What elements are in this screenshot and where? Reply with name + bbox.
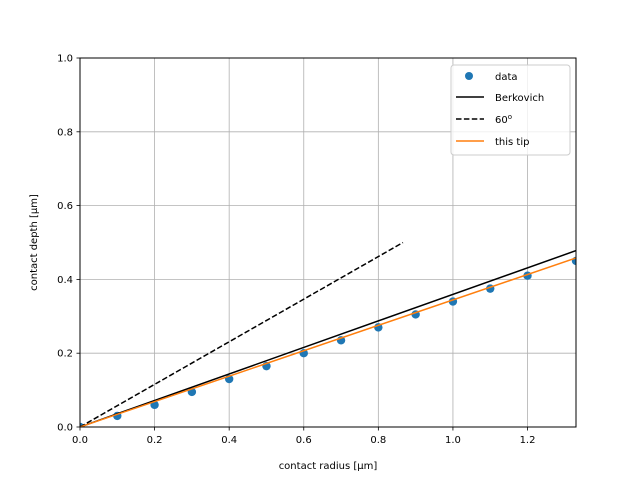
legend-label-berkovich: Berkovich — [495, 93, 544, 104]
series-line-this-tip — [80, 257, 576, 427]
x-tick-label: 0.8 — [370, 435, 386, 446]
series-line-berkovich — [80, 249, 576, 427]
data-points — [80, 241, 576, 427]
x-tick-label: 1.0 — [445, 435, 461, 446]
y-tick-label: 0.4 — [57, 275, 73, 286]
x-axis-label: contact radius [µm] — [279, 461, 378, 472]
x-tick-label: 0.2 — [147, 435, 163, 446]
plot-frame — [79, 57, 577, 428]
ticks: 0.0 0.2 0.4 0.6 0.8 1.0 1.2 0.0 0.2 0.4 0.6 0.8 1.0 — [57, 54, 535, 447]
x-tick-label: 0.0 — [72, 435, 88, 446]
legend-label-60-superscript: o — [508, 113, 512, 121]
legend-label-60: 60o — [495, 113, 512, 126]
y-axis-label: contact depth [µm] — [29, 194, 40, 291]
y-tick-label: 0.2 — [57, 349, 73, 360]
x-tick-label: 0.4 — [221, 435, 237, 446]
y-tick-label: 1.0 — [57, 54, 73, 65]
series-line-60 — [80, 241, 404, 427]
x-tick-label: 1.2 — [520, 435, 536, 446]
legend-box — [450, 64, 571, 156]
legend: data Berkovich 60o this tip — [450, 64, 571, 156]
legend-label-this-tip: this tip — [495, 137, 529, 148]
legend-label-60-base: 60 — [495, 115, 508, 126]
legend-data-marker — [465, 72, 473, 80]
y-tick-label: 0.0 — [57, 423, 73, 434]
data-layer — [80, 241, 576, 427]
y-tick-label: 0.6 — [57, 201, 73, 212]
legend-label-data: data — [495, 72, 518, 83]
y-tick-label: 0.8 — [57, 127, 73, 138]
x-tick-label: 0.6 — [296, 435, 312, 446]
